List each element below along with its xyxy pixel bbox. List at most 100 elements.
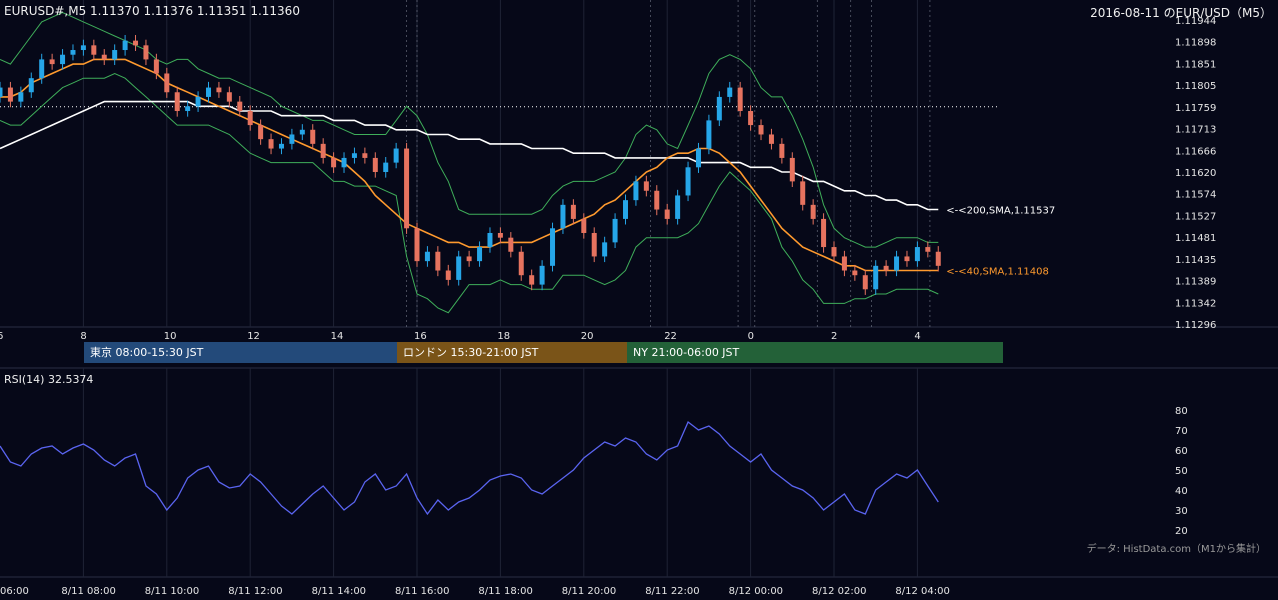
candle-body: [685, 167, 691, 196]
candle-body: [477, 247, 483, 262]
time-tick-label: 8/12 02:00: [812, 586, 866, 597]
hour-tick-label: 2: [831, 331, 837, 342]
rsi-tick-label: 70: [1175, 426, 1188, 437]
price-tick-label: 1.11389: [1175, 276, 1216, 287]
candle-body: [310, 129, 316, 144]
time-tick-label: 8/11 16:00: [395, 586, 449, 597]
price-tick-label: 1.11666: [1175, 146, 1216, 157]
chart-title: 2016-08-11 のEUR/USD（M5）: [1090, 6, 1272, 20]
candle-body: [581, 218, 587, 233]
hour-tick-label: 18: [497, 331, 510, 342]
price-tick-label: 1.11620: [1175, 168, 1216, 179]
candle-body: [935, 251, 941, 266]
candle-body: [550, 228, 556, 266]
candle-body: [539, 265, 545, 285]
candle-body: [206, 87, 211, 97]
session-divider-lines: [0, 0, 998, 327]
lower-band-line: [0, 72, 939, 314]
candle-body: [216, 87, 222, 93]
candle-body: [0, 87, 3, 97]
candle-body: [560, 204, 566, 229]
candle-body: [299, 129, 305, 135]
candle-body: [60, 54, 66, 65]
symbol-info: EURUSD#,M5 1.11370 1.11376 1.11351 1.113…: [4, 4, 300, 18]
upper-band-line: [0, 11, 939, 248]
candle-body: [633, 181, 639, 201]
candle-body: [914, 247, 920, 262]
candle-body: [351, 153, 357, 158]
candle-body: [456, 256, 462, 280]
candle-body: [800, 181, 806, 205]
hour-tick-label: 0: [748, 331, 754, 342]
sma200-line: [0, 100, 939, 211]
candle-body: [831, 247, 837, 257]
candle-body: [49, 59, 55, 65]
hour-tick-label: 14: [331, 331, 344, 342]
time-tick-label: 8/12 00:00: [729, 586, 783, 597]
candle-body: [383, 162, 389, 172]
hour-tick-label: 10: [164, 331, 177, 342]
candle-body: [810, 204, 816, 219]
time-tick-label: 8/11 08:00: [61, 586, 115, 597]
candle-body: [852, 270, 858, 276]
candle-body: [320, 143, 326, 158]
time-tick-label: 8/11 10:00: [145, 586, 199, 597]
price-tick-label: 1.11713: [1175, 124, 1216, 135]
candle-body: [341, 157, 347, 168]
rsi-tick-label: 40: [1175, 486, 1188, 497]
candle-body: [883, 265, 889, 271]
hour-tick-label: 22: [664, 331, 677, 342]
candle-body: [675, 195, 681, 219]
bollinger-bands: [0, 11, 939, 314]
rsi-tick-label: 20: [1175, 526, 1188, 537]
candle-body: [612, 218, 618, 243]
candle-body: [122, 40, 128, 51]
candle-body: [602, 242, 608, 257]
candle-body: [289, 134, 295, 144]
candle-body: [143, 45, 149, 60]
candle-body: [508, 237, 514, 252]
axis-labels: 1.11944 1.11898 1.11851 1.11805 1.11759 1.117…: [0, 16, 1216, 597]
candlesticks: [0, 35, 941, 295]
session-ny: NY 21:00-06:00 JST: [627, 342, 1003, 363]
candle-body: [768, 134, 774, 144]
hour-tick-label: 20: [581, 331, 594, 342]
candle-body: [894, 256, 900, 271]
candle-body: [737, 87, 743, 112]
candle-body: [404, 148, 410, 229]
time-tick-label: 8/11 14:00: [312, 586, 366, 597]
candle-body: [28, 78, 34, 93]
candle-body: [80, 45, 86, 51]
time-tick-label: 8/11 22:00: [645, 586, 699, 597]
time-tick-label: 8/11 18:00: [478, 586, 532, 597]
session-tokyo: 東京 08:00-15:30 JST: [84, 342, 397, 363]
hour-tick-label: 12: [247, 331, 260, 342]
hour-tick-label: 8: [80, 331, 86, 342]
candle-body: [445, 270, 451, 280]
candle-body: [925, 247, 931, 252]
rsi-tick-label: 80: [1175, 406, 1188, 417]
moving-averages: [0, 58, 939, 272]
price-tick-label: 1.11851: [1175, 60, 1216, 71]
candle-body: [570, 204, 576, 219]
session-ny-label: NY 21:00-06:00 JST: [633, 346, 740, 359]
candle-body: [487, 232, 493, 248]
session-london-label: ロンドン 15:30-21:00 JST: [403, 346, 539, 359]
candle-body: [278, 143, 284, 149]
time-tick-label: 8/11 20:00: [562, 586, 616, 597]
candle-body: [873, 265, 879, 290]
rsi-tick-label: 30: [1175, 506, 1188, 517]
candle-body: [716, 96, 722, 121]
candle-body: [695, 148, 701, 168]
candle-body: [748, 111, 754, 126]
sma200-annotation: <-<200,SMA,1.11537: [946, 206, 1055, 217]
hour-tick-label: 6: [0, 331, 3, 342]
price-tick-label: 1.11574: [1175, 190, 1216, 201]
candle-body: [758, 125, 764, 135]
session-tokyo-label: 東京 08:00-15:30 JST: [90, 346, 204, 359]
time-tick-label: 06:00: [0, 586, 29, 597]
price-tick-label: 1.11527: [1175, 212, 1216, 223]
candle-body: [258, 125, 264, 140]
data-credit: データ: HistData.com（M1から集計）: [1086, 544, 1266, 555]
hour-tick-label: 4: [914, 331, 920, 342]
